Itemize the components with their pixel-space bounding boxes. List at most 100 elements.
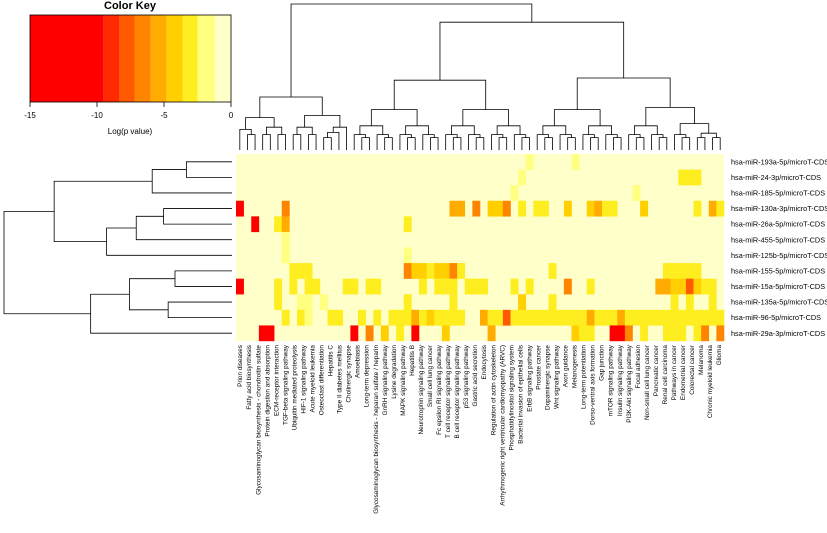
heatmap-cell <box>312 278 321 295</box>
column-dendrogram-branch <box>430 137 439 150</box>
heatmap-cell <box>518 200 527 217</box>
column-dendrogram-branch <box>323 137 332 150</box>
column-dendrogram <box>239 3 721 150</box>
heatmap-cell <box>319 294 328 311</box>
heatmap-cell <box>586 200 595 217</box>
color-key-bins <box>30 15 231 102</box>
heatmap-cell <box>685 294 694 311</box>
heatmap-cell <box>373 278 382 295</box>
color-key-tick-label: -15 <box>24 111 36 120</box>
row-label: hsa-miR-15a-5p/microT-CDS <box>731 282 825 291</box>
heatmap-cell <box>434 263 443 279</box>
heatmap-cell <box>548 263 557 279</box>
column-label: Neurotrophin signaling pathway <box>418 344 425 434</box>
column-dendrogram-branch <box>635 137 645 150</box>
heatmap-cell <box>609 309 618 326</box>
heatmap-cell <box>685 278 694 295</box>
heatmap-cell <box>685 169 694 186</box>
column-dendrogram-root <box>290 3 533 97</box>
column-label: Pathways in cancer <box>671 344 678 400</box>
heatmap-cell <box>579 309 588 326</box>
column-dendrogram-branch <box>405 125 429 135</box>
column-dendrogram-branch <box>308 134 317 150</box>
heatmap-cell <box>632 309 641 326</box>
heatmap-cell <box>640 200 649 217</box>
heatmap-cell <box>586 309 595 326</box>
row-dendrogram-branch <box>90 293 232 334</box>
heatmap-cell <box>693 200 702 217</box>
column-dendrogram-branch <box>259 96 323 118</box>
heatmap-cell <box>449 263 458 279</box>
column-dendrogram-branch <box>513 134 527 150</box>
column-dendrogram-branch <box>296 126 313 135</box>
heatmap-cell <box>251 216 260 233</box>
column-label: Prostate cancer <box>535 344 542 390</box>
color-key-bin <box>214 15 231 102</box>
column-dendrogram-branch <box>376 134 389 150</box>
column-label: Ubiquitin mediated proteolysis <box>291 345 298 430</box>
heatmap-cell <box>571 154 580 170</box>
heatmap-cell <box>304 278 313 295</box>
heatmap-cell <box>449 309 458 326</box>
heatmap-cell <box>373 309 382 326</box>
heatmap-cell <box>510 278 519 295</box>
heatmap-cell <box>304 294 313 311</box>
row-dendrogram-branch <box>167 301 232 319</box>
column-label: B cell receptor signaling pathway <box>454 344 461 438</box>
column-dendrogram-branch <box>628 134 641 150</box>
heatmap-cell <box>602 200 610 217</box>
heatmap-cell <box>358 309 366 326</box>
heatmap-cell <box>281 309 290 326</box>
column-label: Lysine degradation <box>391 345 398 399</box>
color-key-tick-label: -5 <box>160 111 168 120</box>
heatmap-cell <box>297 294 305 311</box>
heatmap-cell <box>510 309 519 326</box>
heatmap-cell <box>617 325 626 342</box>
heatmap-cell <box>434 309 443 326</box>
heatmap-cell <box>403 247 412 264</box>
heatmap-cell <box>297 309 305 326</box>
row-labels: hsa-miR-193a-5p/microT-CDS hsa-miR-24-3p/… <box>731 157 827 337</box>
column-label: Endocytosis <box>481 345 488 379</box>
column-dendrogram-branch <box>292 134 302 150</box>
column-label: Renal cell carcinoma <box>662 345 669 405</box>
column-dendrogram-branch <box>544 137 553 150</box>
heatmap-cell <box>274 278 283 295</box>
column-dendrogram-branch <box>634 125 658 135</box>
heatmap-cell <box>441 309 450 326</box>
heatmap-cell <box>518 309 527 326</box>
row-dendrogram-branch <box>3 211 91 315</box>
column-label: Wnt signaling pathway <box>554 344 561 409</box>
column-label: Phosphatidylinositol signaling system <box>508 345 515 451</box>
column-dendrogram-branch <box>445 134 458 150</box>
column-dendrogram-branch <box>567 137 576 150</box>
row-label: hsa-miR-130a-3p/microT-CDS <box>731 204 827 213</box>
column-dendrogram-branch <box>451 125 475 135</box>
heatmap-cell <box>708 278 717 295</box>
color-key-bin <box>119 15 135 102</box>
heatmap-cell <box>236 278 244 295</box>
column-dendrogram-branch <box>399 134 412 150</box>
heatmap-cell <box>678 278 687 295</box>
heatmap-cell <box>441 263 450 279</box>
column-dendrogram-branch <box>245 117 275 130</box>
heatmap-cell <box>502 309 511 326</box>
column-dendrogram-branch <box>262 134 271 150</box>
row-dendrogram-branch <box>151 169 232 194</box>
heatmap-cell <box>632 185 641 201</box>
heatmap-cell <box>586 278 595 295</box>
heatmap-cells <box>236 154 725 342</box>
column-label: Osteoclast differentiation <box>319 345 326 416</box>
heatmap-cell <box>663 263 671 279</box>
column-label: Non-small cell lung cancer <box>644 344 651 420</box>
heatmap-cell <box>304 263 313 279</box>
column-dendrogram-branch <box>536 134 550 150</box>
heatmap-cell <box>602 309 610 326</box>
heatmap-cell <box>670 325 679 342</box>
heatmap-cell <box>411 325 420 342</box>
heatmap-cell <box>663 325 671 342</box>
color-key-tick-label: -10 <box>91 111 103 120</box>
heatmap-cell <box>403 294 412 311</box>
heatmap-cell <box>350 278 359 295</box>
heatmap-cell <box>624 325 633 342</box>
